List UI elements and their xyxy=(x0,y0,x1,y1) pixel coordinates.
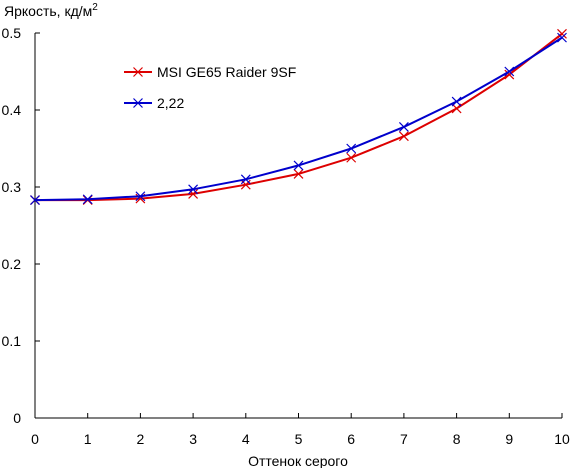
x-tick-label: 7 xyxy=(400,431,408,447)
y-tick-label: 0.2 xyxy=(2,256,22,272)
series-point-marker xyxy=(504,66,515,77)
series-point-marker xyxy=(451,103,462,114)
x-tick-label: 5 xyxy=(295,431,303,447)
series-point-marker xyxy=(451,96,462,107)
series-point-marker xyxy=(398,131,409,142)
series-point-marker xyxy=(398,122,409,132)
legend-label: 2,22 xyxy=(157,95,184,111)
y-tick-label: 0.4 xyxy=(2,102,22,118)
x-tick-label: 6 xyxy=(347,431,355,447)
series-point-marker xyxy=(135,191,146,202)
series-point-marker xyxy=(240,174,251,185)
series-point-marker xyxy=(293,160,304,171)
y-tick-label: 0.1 xyxy=(2,333,22,349)
y-tick-label: 0.5 xyxy=(2,25,22,41)
legend: MSI GE65 Raider 9SF 2,22 xyxy=(124,64,296,111)
series-point-marker xyxy=(557,32,567,43)
x-tick-label: 8 xyxy=(453,431,461,447)
series-point-marker xyxy=(82,194,93,205)
legend-label: MSI GE65 Raider 9SF xyxy=(157,64,296,80)
series-point-marker xyxy=(504,69,515,80)
y-axis-title-main: Яркость, кд/м xyxy=(4,3,92,19)
series-point-marker xyxy=(557,28,567,39)
x-tick-label: 1 xyxy=(84,431,92,447)
y-ticks: 0 0.1 0.2 0.3 0.4 0.5 xyxy=(2,25,40,426)
series-line xyxy=(34,36,563,202)
legend-swatch-marker xyxy=(133,67,143,77)
x-tick-label: 3 xyxy=(189,431,197,447)
x-tick-label: 4 xyxy=(242,431,250,447)
series-point-marker xyxy=(293,168,304,179)
x-tick-label: 2 xyxy=(137,431,145,447)
x-axis-title: Оттенок серого xyxy=(248,453,348,468)
x-tick-label: 0 xyxy=(31,431,39,447)
x-tick-label: 9 xyxy=(505,431,513,447)
x-tick-label: 10 xyxy=(554,431,570,447)
series-line xyxy=(35,33,563,202)
series-point-marker xyxy=(346,152,357,163)
y-axis-title: Яркость, кд/м2 xyxy=(4,2,98,19)
y-tick-label: 0.3 xyxy=(2,179,22,195)
series-point-marker xyxy=(30,195,40,206)
x-ticks: 0 1 2 3 4 5 6 7 8 9 10 xyxy=(31,413,570,447)
y-axis-title-superscript: 2 xyxy=(92,2,98,13)
series-point-marker xyxy=(188,184,199,195)
y-tick-label: 0 xyxy=(13,410,21,426)
series-point-marker xyxy=(346,143,357,154)
legend-swatch-marker xyxy=(133,98,143,108)
series-point-marker xyxy=(188,189,199,199)
series-layer xyxy=(30,28,567,206)
